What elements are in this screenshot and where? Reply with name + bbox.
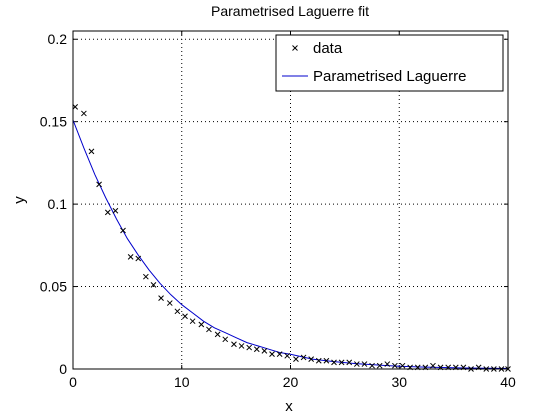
data-point xyxy=(120,227,126,234)
data-point xyxy=(300,354,307,361)
data-point xyxy=(214,331,221,338)
data-point xyxy=(399,362,406,369)
data-point xyxy=(353,361,360,367)
data-point xyxy=(222,336,229,343)
data-point xyxy=(174,308,181,315)
data-point xyxy=(315,357,322,364)
x-tick-labels: 0 10 20 30 40 xyxy=(69,374,516,390)
x-tick-label: 30 xyxy=(391,374,407,390)
y-tick-label: 0.05 xyxy=(40,279,67,295)
data-point xyxy=(384,361,391,367)
data-point xyxy=(96,181,102,188)
y-tick-labels: 0 0.05 0.1 0.15 0.2 xyxy=(40,31,67,377)
data-point xyxy=(182,313,188,320)
y-axis-label: y xyxy=(11,196,28,204)
chart-title: Parametrised Laguerre fit xyxy=(211,3,369,19)
data-point xyxy=(189,318,196,325)
data-point xyxy=(276,351,283,358)
x-axis-label: x xyxy=(285,398,293,415)
data-point xyxy=(392,362,398,369)
data-point xyxy=(166,300,173,306)
data-point xyxy=(323,357,330,364)
series-fit-line xyxy=(72,119,509,369)
data-point xyxy=(127,254,134,260)
data-point xyxy=(81,110,87,117)
data-point xyxy=(198,321,205,328)
data-point xyxy=(430,362,436,369)
data-point xyxy=(158,295,164,301)
legend-label-data: data xyxy=(313,40,343,57)
data-point xyxy=(238,343,245,349)
legend-box xyxy=(275,34,504,92)
legend-data-marker xyxy=(292,45,298,51)
y-tick-label: 0.15 xyxy=(40,114,67,130)
data-point xyxy=(376,362,383,369)
data-point xyxy=(150,282,157,288)
x-tick-label: 40 xyxy=(500,374,516,390)
fit-line-path xyxy=(72,119,509,369)
data-point xyxy=(246,344,253,351)
data-point xyxy=(293,356,299,362)
data-point xyxy=(361,361,368,367)
plot-frame xyxy=(72,30,509,370)
y-tick-label: 0 xyxy=(59,361,67,377)
data-point xyxy=(261,348,268,354)
data-point xyxy=(253,346,260,353)
data-point xyxy=(231,341,237,348)
data-point xyxy=(331,359,337,366)
data-point xyxy=(135,255,142,262)
x-tick-label: 20 xyxy=(283,374,299,390)
data-point xyxy=(284,352,291,359)
data-point xyxy=(206,326,212,333)
legend-label-fit: Parametrised Laguerre xyxy=(313,68,466,85)
x-tick-label: 10 xyxy=(174,374,190,390)
data-point xyxy=(143,273,149,280)
legend-x-marker xyxy=(292,45,298,51)
data-point xyxy=(104,209,111,216)
data-point xyxy=(72,103,79,110)
data-point xyxy=(338,359,345,366)
y-tick-label: 0.1 xyxy=(48,196,68,212)
y-tick-label: 0.2 xyxy=(48,31,68,47)
data-point xyxy=(269,351,275,358)
data-point xyxy=(88,148,95,155)
data-point xyxy=(308,356,315,362)
data-point xyxy=(369,362,375,369)
data-point xyxy=(346,359,353,366)
legend: data Parametrised Laguerre xyxy=(275,34,504,92)
data-point xyxy=(112,207,119,214)
x-tick-label: 0 xyxy=(69,374,77,390)
